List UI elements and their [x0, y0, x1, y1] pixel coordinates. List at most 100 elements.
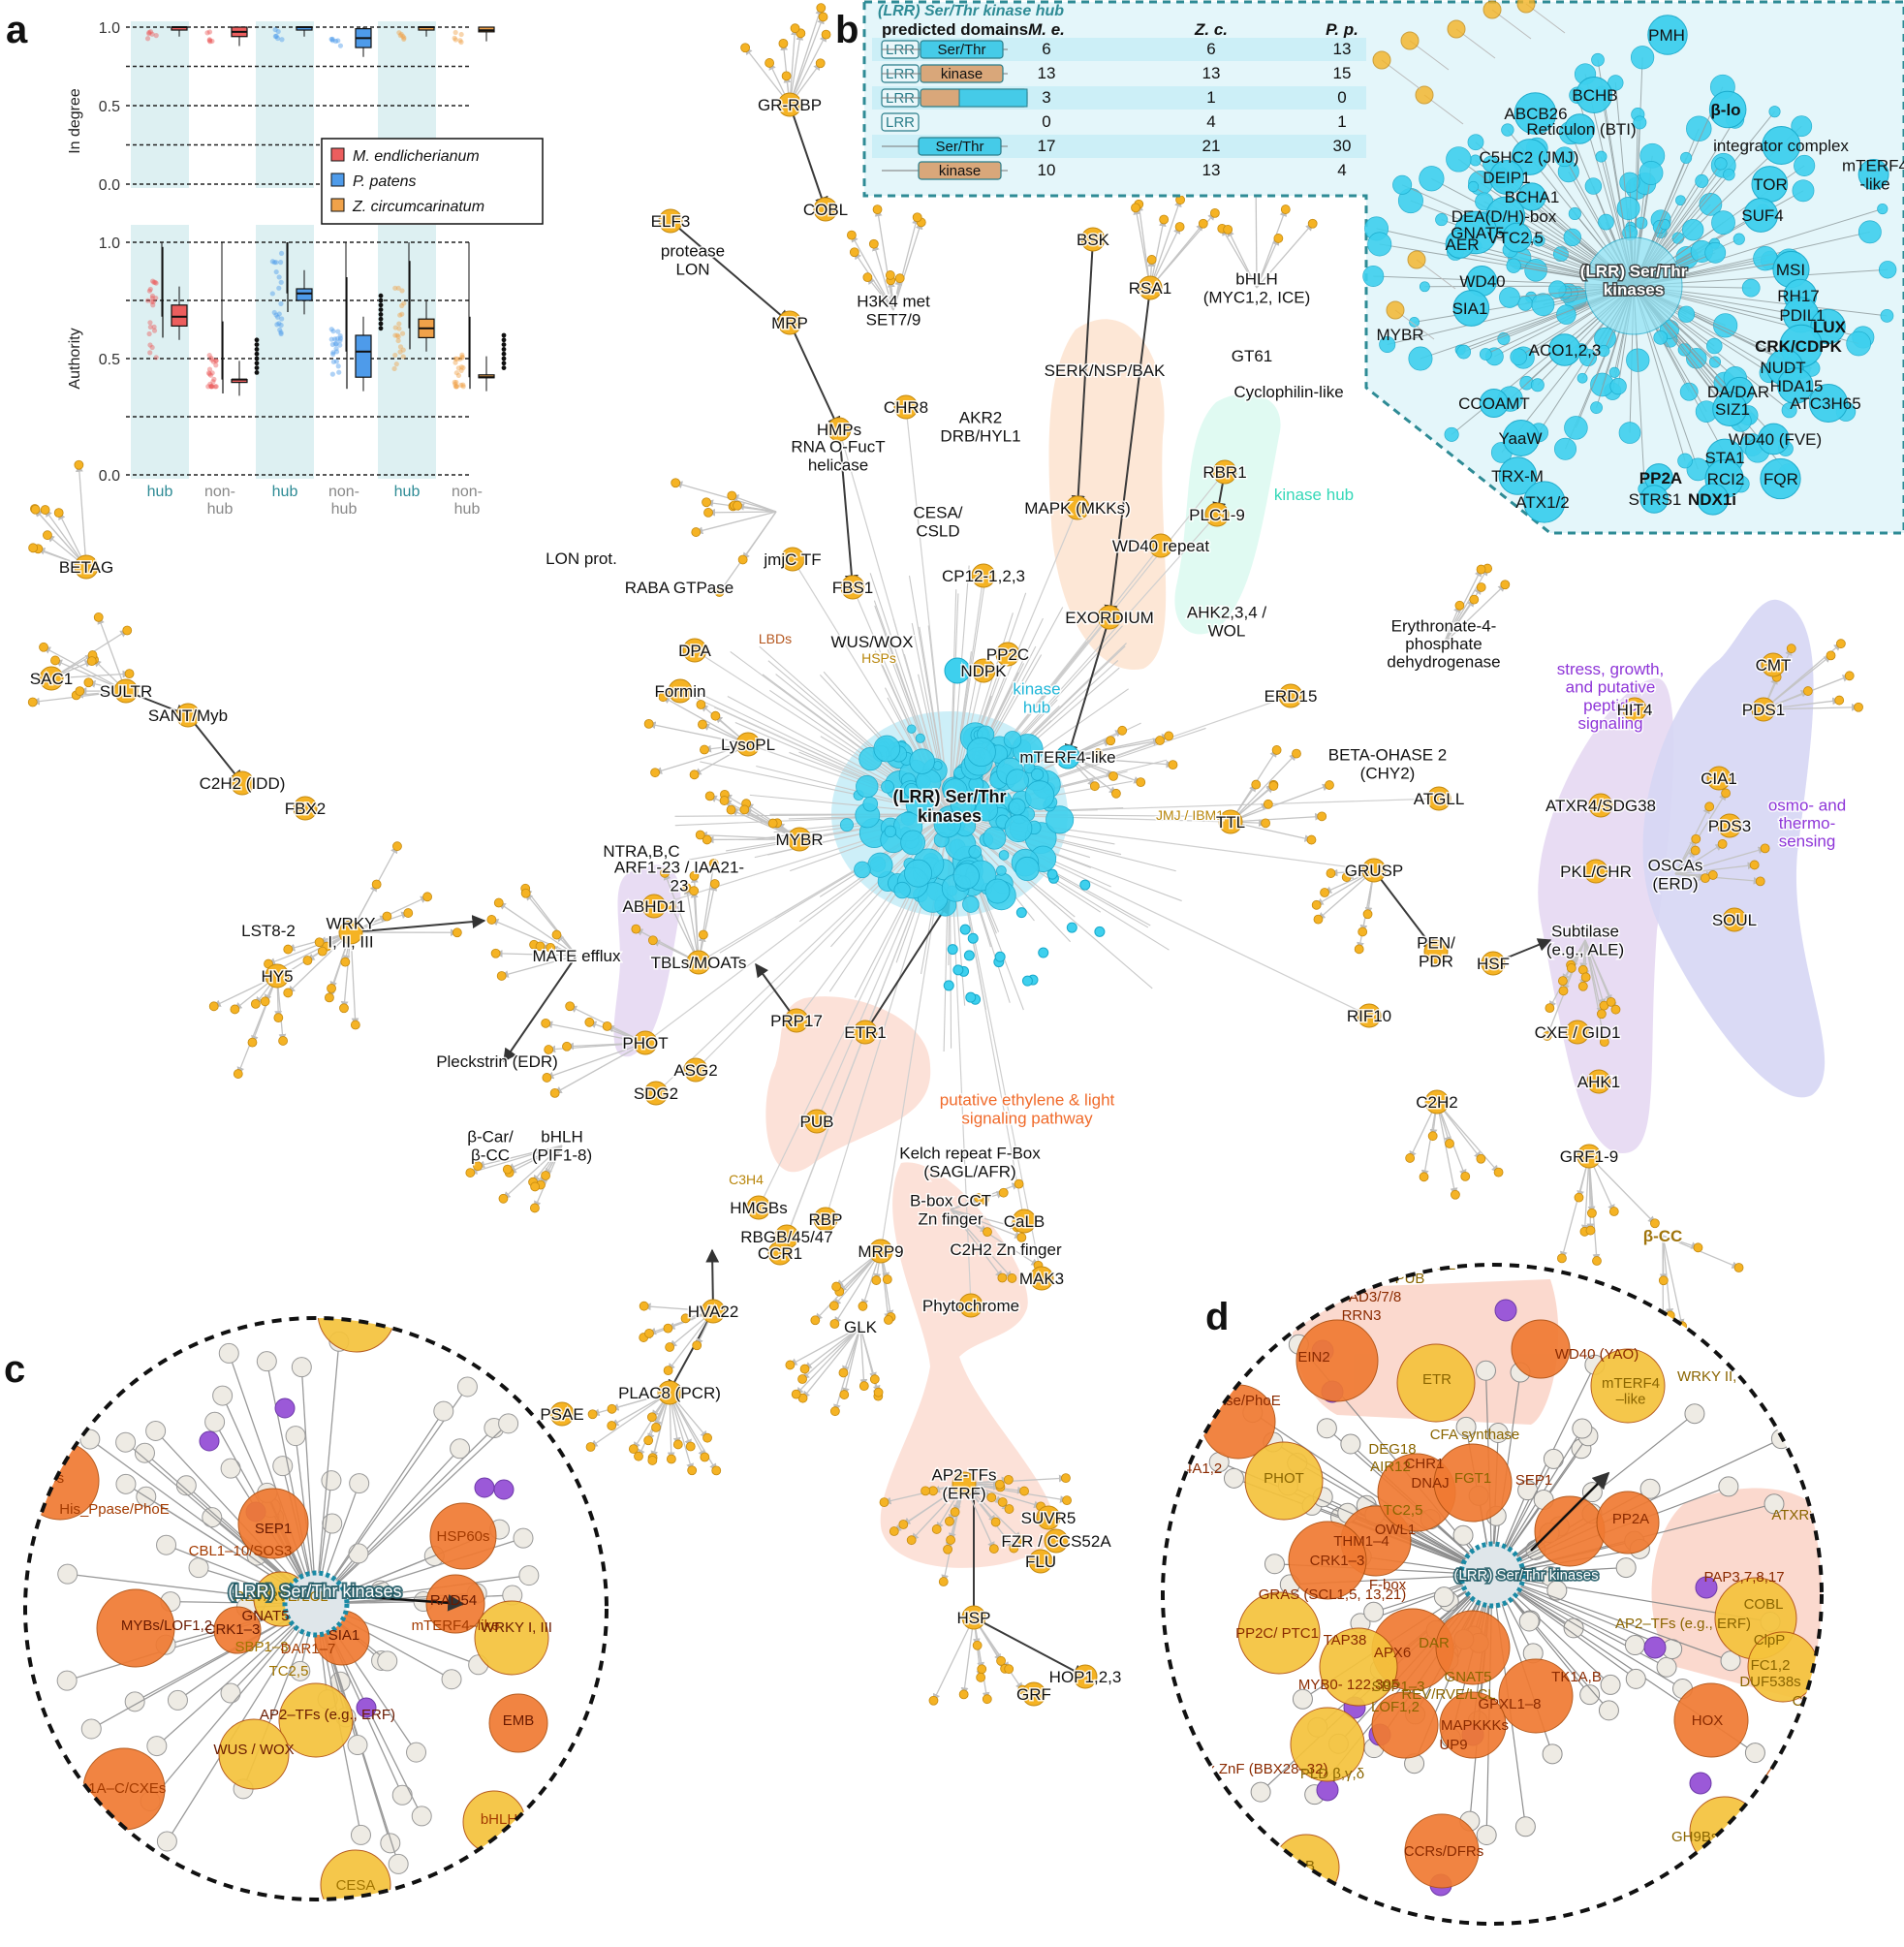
bottom-tick-label: 0.0	[99, 468, 120, 485]
c-label: GID1A–C/CXEs	[63, 1780, 167, 1797]
network-label: GR-RBP	[758, 96, 822, 114]
leaf-node	[584, 1017, 595, 1027]
edge	[1256, 237, 1280, 289]
network-label: MYBR	[775, 831, 823, 849]
c-label: SBP1–3	[234, 1639, 288, 1655]
label-line: hub	[207, 501, 234, 518]
c-grey-node	[456, 1376, 478, 1397]
outlier	[378, 321, 384, 327]
label-line: (MYC1,2, ICE)	[1203, 288, 1311, 306]
c-label: CBL1–10/SOS3	[189, 1543, 293, 1559]
c-big-node	[474, 1600, 549, 1676]
b-outer-node	[1483, 0, 1502, 19]
outlier	[501, 361, 507, 366]
label-line: GRUSP	[1345, 862, 1403, 880]
leaf-node	[838, 1367, 849, 1378]
jitter-point	[328, 327, 334, 332]
network-label: Erythronate-4-phosphate dehydrogenase	[1387, 616, 1500, 671]
leaf-node	[490, 948, 501, 958]
label-line: TAP38	[1324, 1632, 1367, 1649]
label-line: 1	[1206, 88, 1215, 107]
label-line: kinase	[939, 163, 981, 179]
label-line: HVA22	[688, 1303, 739, 1321]
label-line: CCOAMT	[1458, 394, 1530, 413]
edge	[50, 670, 131, 679]
leaf-node	[1721, 788, 1731, 799]
c-grey-node	[156, 1831, 177, 1852]
b-label: YaaW	[1498, 429, 1542, 448]
edge	[275, 931, 352, 971]
c-grey-node	[175, 1475, 197, 1496]
leaf-node	[671, 478, 681, 488]
b-label: C5HC2 (JMJ)	[1480, 148, 1579, 167]
label-line: MAPKKKs	[1441, 1717, 1509, 1734]
edge	[1763, 703, 1859, 711]
leaf-node	[703, 508, 713, 518]
named-node	[1722, 907, 1747, 932]
b-labelled-node	[1697, 483, 1730, 516]
edge	[1763, 697, 1840, 710]
jitter-point	[147, 324, 153, 330]
jitter-point	[458, 382, 464, 388]
leaf-node	[1826, 650, 1836, 661]
leaf-node	[422, 892, 432, 902]
b-label: TOR	[1753, 175, 1788, 194]
jitter-point	[459, 355, 465, 361]
named-node	[804, 1109, 829, 1134]
label-line: EMB	[503, 1712, 535, 1729]
b-kinase-node	[1618, 422, 1641, 444]
kinase-domain	[920, 40, 1004, 59]
edge	[1674, 792, 1727, 875]
c-grey-node	[134, 1442, 155, 1463]
label-line: M. e.	[1028, 20, 1065, 39]
edge	[963, 1474, 1067, 1485]
count-me: 3	[1042, 88, 1050, 107]
label-line: CHR1	[1405, 1456, 1445, 1472]
b-kinase-node	[1554, 437, 1577, 460]
jitter-point	[209, 384, 215, 390]
edge	[963, 1483, 1014, 1550]
leaf-node	[1268, 781, 1279, 791]
d-label: GRAS (SCL1,5, 13,21)	[1259, 1586, 1407, 1603]
d-label: MAPKKKs	[1441, 1717, 1509, 1734]
edge	[1588, 1155, 1656, 1224]
label-line: SIZ1	[1715, 400, 1750, 419]
edge	[833, 1326, 861, 1412]
label-line: CRK/CDPK	[1755, 337, 1842, 356]
leaf-node	[647, 935, 658, 946]
b-kinase-node	[1791, 115, 1813, 138]
leaf-node	[958, 1689, 969, 1700]
edge	[1067, 756, 1141, 784]
leaf-node	[862, 272, 873, 283]
named-node	[1586, 1069, 1611, 1094]
label-line: PLC1-9	[1189, 506, 1245, 524]
edge	[1317, 869, 1375, 921]
edge	[525, 893, 577, 957]
kinase-satellite	[952, 964, 964, 976]
d-label: PUB	[1395, 1271, 1425, 1287]
edge	[1149, 199, 1182, 289]
jitter-point	[458, 364, 464, 370]
label-line: F-box	[1369, 1577, 1407, 1593]
label-line: ALT2	[129, 1856, 163, 1872]
leaf-node	[1658, 1275, 1669, 1286]
label-line: NUDT	[1760, 359, 1805, 377]
edge	[1443, 567, 1488, 644]
named-node	[1080, 227, 1106, 252]
label-line: COBL	[1744, 1596, 1784, 1613]
edge	[801, 1326, 861, 1380]
network-label: Phytochrome	[922, 1297, 1019, 1315]
b-label: PMH	[1648, 26, 1685, 45]
jitter-point	[275, 314, 281, 320]
jitter-point	[149, 295, 155, 301]
leaf-node	[698, 719, 707, 730]
leaf-node	[700, 744, 709, 755]
b-label: NUDT	[1760, 359, 1805, 377]
jitter-point	[393, 361, 399, 367]
network-label: SERK/NSP/BAK	[1045, 361, 1166, 380]
edge	[731, 494, 777, 513]
leaf-node	[520, 888, 531, 898]
panel-b-title: (LRR) Ser/Thr kinase hub	[878, 3, 1064, 19]
leaf-node	[1596, 1009, 1607, 1020]
leaf-node	[651, 1422, 661, 1432]
